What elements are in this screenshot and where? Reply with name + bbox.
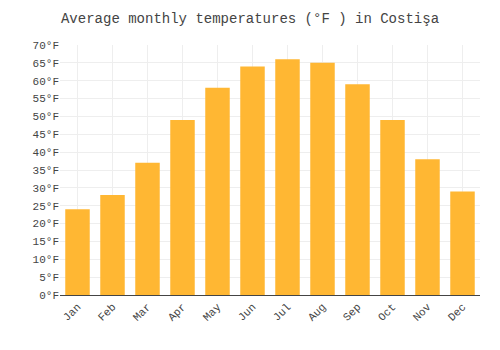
svg-text:15°F: 15°F (33, 236, 59, 248)
svg-text:Jun: Jun (236, 301, 258, 323)
svg-text:65°F: 65°F (33, 58, 59, 70)
svg-text:70°F: 70°F (33, 40, 59, 52)
svg-text:45°F: 45°F (33, 129, 59, 141)
svg-text:20°F: 20°F (33, 218, 59, 230)
svg-text:Average monthly temperatures (: Average monthly temperatures (°F ) in Co… (61, 11, 439, 27)
svg-text:May: May (201, 301, 224, 324)
svg-text:Jul: Jul (271, 301, 293, 323)
svg-text:30°F: 30°F (33, 183, 59, 195)
svg-text:Dec: Dec (446, 301, 468, 323)
svg-text:40°F: 40°F (33, 147, 59, 159)
svg-text:10°F: 10°F (33, 254, 59, 266)
svg-text:5°F: 5°F (39, 272, 59, 284)
svg-text:Jan: Jan (61, 301, 83, 323)
svg-text:Mar: Mar (131, 301, 153, 323)
svg-text:25°F: 25°F (33, 201, 59, 213)
svg-text:Oct: Oct (376, 301, 398, 323)
svg-text:0°F: 0°F (39, 290, 59, 302)
svg-text:Apr: Apr (166, 301, 188, 323)
svg-text:Nov: Nov (411, 301, 434, 324)
svg-text:Feb: Feb (96, 301, 118, 323)
svg-text:Sep: Sep (341, 301, 363, 323)
svg-text:Aug: Aug (306, 301, 328, 323)
svg-text:50°F: 50°F (33, 111, 59, 123)
svg-text:55°F: 55°F (33, 93, 59, 105)
svg-text:35°F: 35°F (33, 165, 59, 177)
svg-text:60°F: 60°F (33, 76, 59, 88)
